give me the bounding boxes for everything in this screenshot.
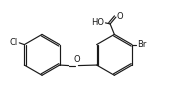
Text: Cl: Cl: [10, 38, 18, 47]
Text: Br: Br: [138, 40, 147, 49]
Text: O: O: [117, 12, 123, 21]
Text: O: O: [73, 55, 80, 64]
Text: HO: HO: [91, 18, 104, 27]
